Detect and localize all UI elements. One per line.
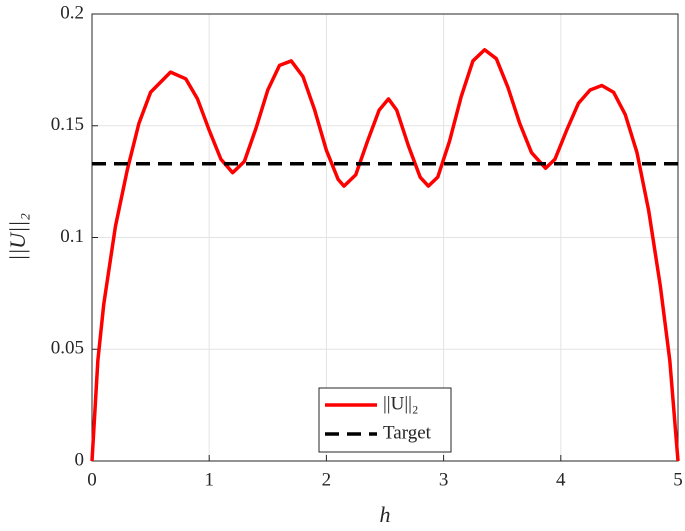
x-tick-label: 0: [87, 469, 97, 490]
y-tick-label: 0.15: [51, 114, 84, 135]
legend-label: ||U||₂: [383, 393, 419, 414]
legend-box: [318, 387, 452, 453]
y-tick-label: 0: [75, 449, 85, 470]
legend-label: Target: [383, 422, 432, 443]
x-tick-label: 3: [439, 469, 449, 490]
y-axis-label: ||U||₂: [5, 213, 30, 261]
line-series: [90, 48, 680, 462]
x-tick-label: 1: [204, 469, 214, 490]
y-tick-label: 0.2: [60, 2, 84, 23]
x-tick-label: 2: [322, 469, 332, 490]
x-tick-label: 4: [556, 469, 566, 490]
axes-box: [91, 13, 679, 462]
legend: ||U||₂ Target: [318, 387, 452, 453]
y-tick-label: 0.05: [51, 338, 84, 359]
x-tick-label: 5: [673, 469, 683, 490]
y-tick-label: 0.1: [60, 226, 84, 247]
x-axis-label: h: [380, 502, 391, 527]
